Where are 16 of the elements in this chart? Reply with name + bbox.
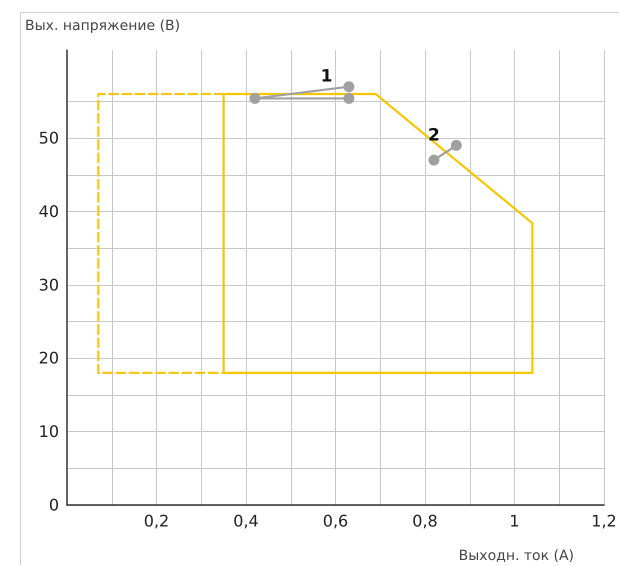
y-axis-title: Вых. напряжение (В) <box>25 18 180 34</box>
x-tick-label: 0,4 <box>233 512 259 530</box>
y-tick-label: 10 <box>38 422 59 442</box>
x-axis-title: Выходн. ток (А) <box>458 548 574 564</box>
y-tick-label: 50 <box>38 128 59 148</box>
x-tick-label: 0,6 <box>322 512 348 530</box>
series-label: 2 <box>428 125 440 146</box>
x-tick-label: 1,2 <box>591 512 617 530</box>
x-tick-label: 0,2 <box>144 512 170 530</box>
y-tick-label: 40 <box>38 202 59 221</box>
y-tick-label: 0 <box>48 496 59 514</box>
series-label: 1 <box>320 66 332 87</box>
y-tick-label: 30 <box>38 275 59 294</box>
x-tick-label: 0,8 <box>412 512 438 530</box>
x-tick-label: 1 <box>509 512 520 530</box>
y-tick-label: 20 <box>38 348 59 368</box>
